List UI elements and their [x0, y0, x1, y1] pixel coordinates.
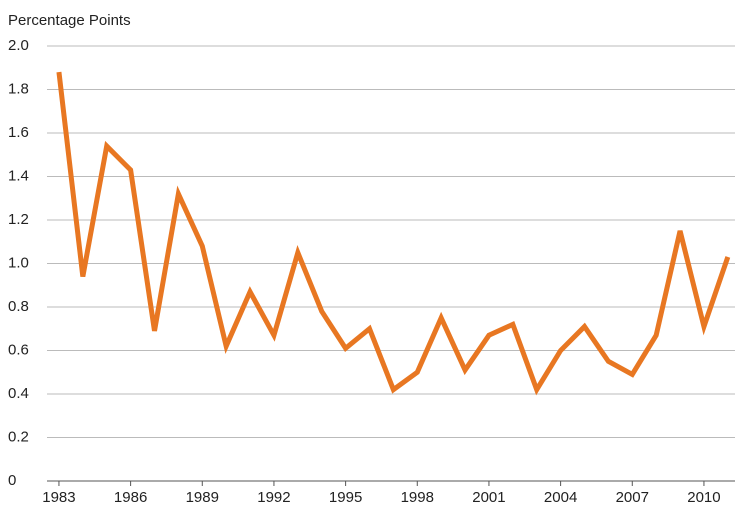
x-tick-label: 2004: [544, 489, 577, 506]
chart-title: Percentage Points: [8, 12, 131, 29]
y-tick-label: 1.0: [8, 254, 29, 271]
y-tick-label: 0.6: [8, 341, 29, 358]
y-tick-label: 0.4: [8, 385, 29, 402]
y-tick-label: 0.8: [8, 298, 29, 315]
x-tick-label: 1989: [186, 489, 219, 506]
x-tick-label: 2001: [472, 489, 505, 506]
y-tick-label: 1.4: [8, 167, 29, 184]
x-tick-label: 1983: [42, 489, 75, 506]
y-tick-label: 0: [8, 472, 16, 489]
x-tick-label: 2007: [616, 489, 649, 506]
data-line: [56, 71, 731, 396]
x-tick-label: 1986: [114, 489, 147, 506]
x-tick-label: 1992: [257, 489, 290, 506]
x-tick-label: 1998: [401, 489, 434, 506]
x-tick-label: 1995: [329, 489, 362, 506]
y-tick-label: 0.2: [8, 428, 29, 445]
y-tick-label: 1.6: [8, 124, 29, 141]
x-tick-label: 2010: [687, 489, 720, 506]
y-tick-label: 1.2: [8, 211, 29, 228]
y-tick-label: 2.0: [8, 37, 29, 54]
y-tick-label: 1.8: [8, 80, 29, 97]
